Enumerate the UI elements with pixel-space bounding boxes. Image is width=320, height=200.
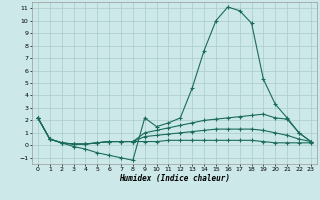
X-axis label: Humidex (Indice chaleur): Humidex (Indice chaleur) [119, 174, 230, 183]
